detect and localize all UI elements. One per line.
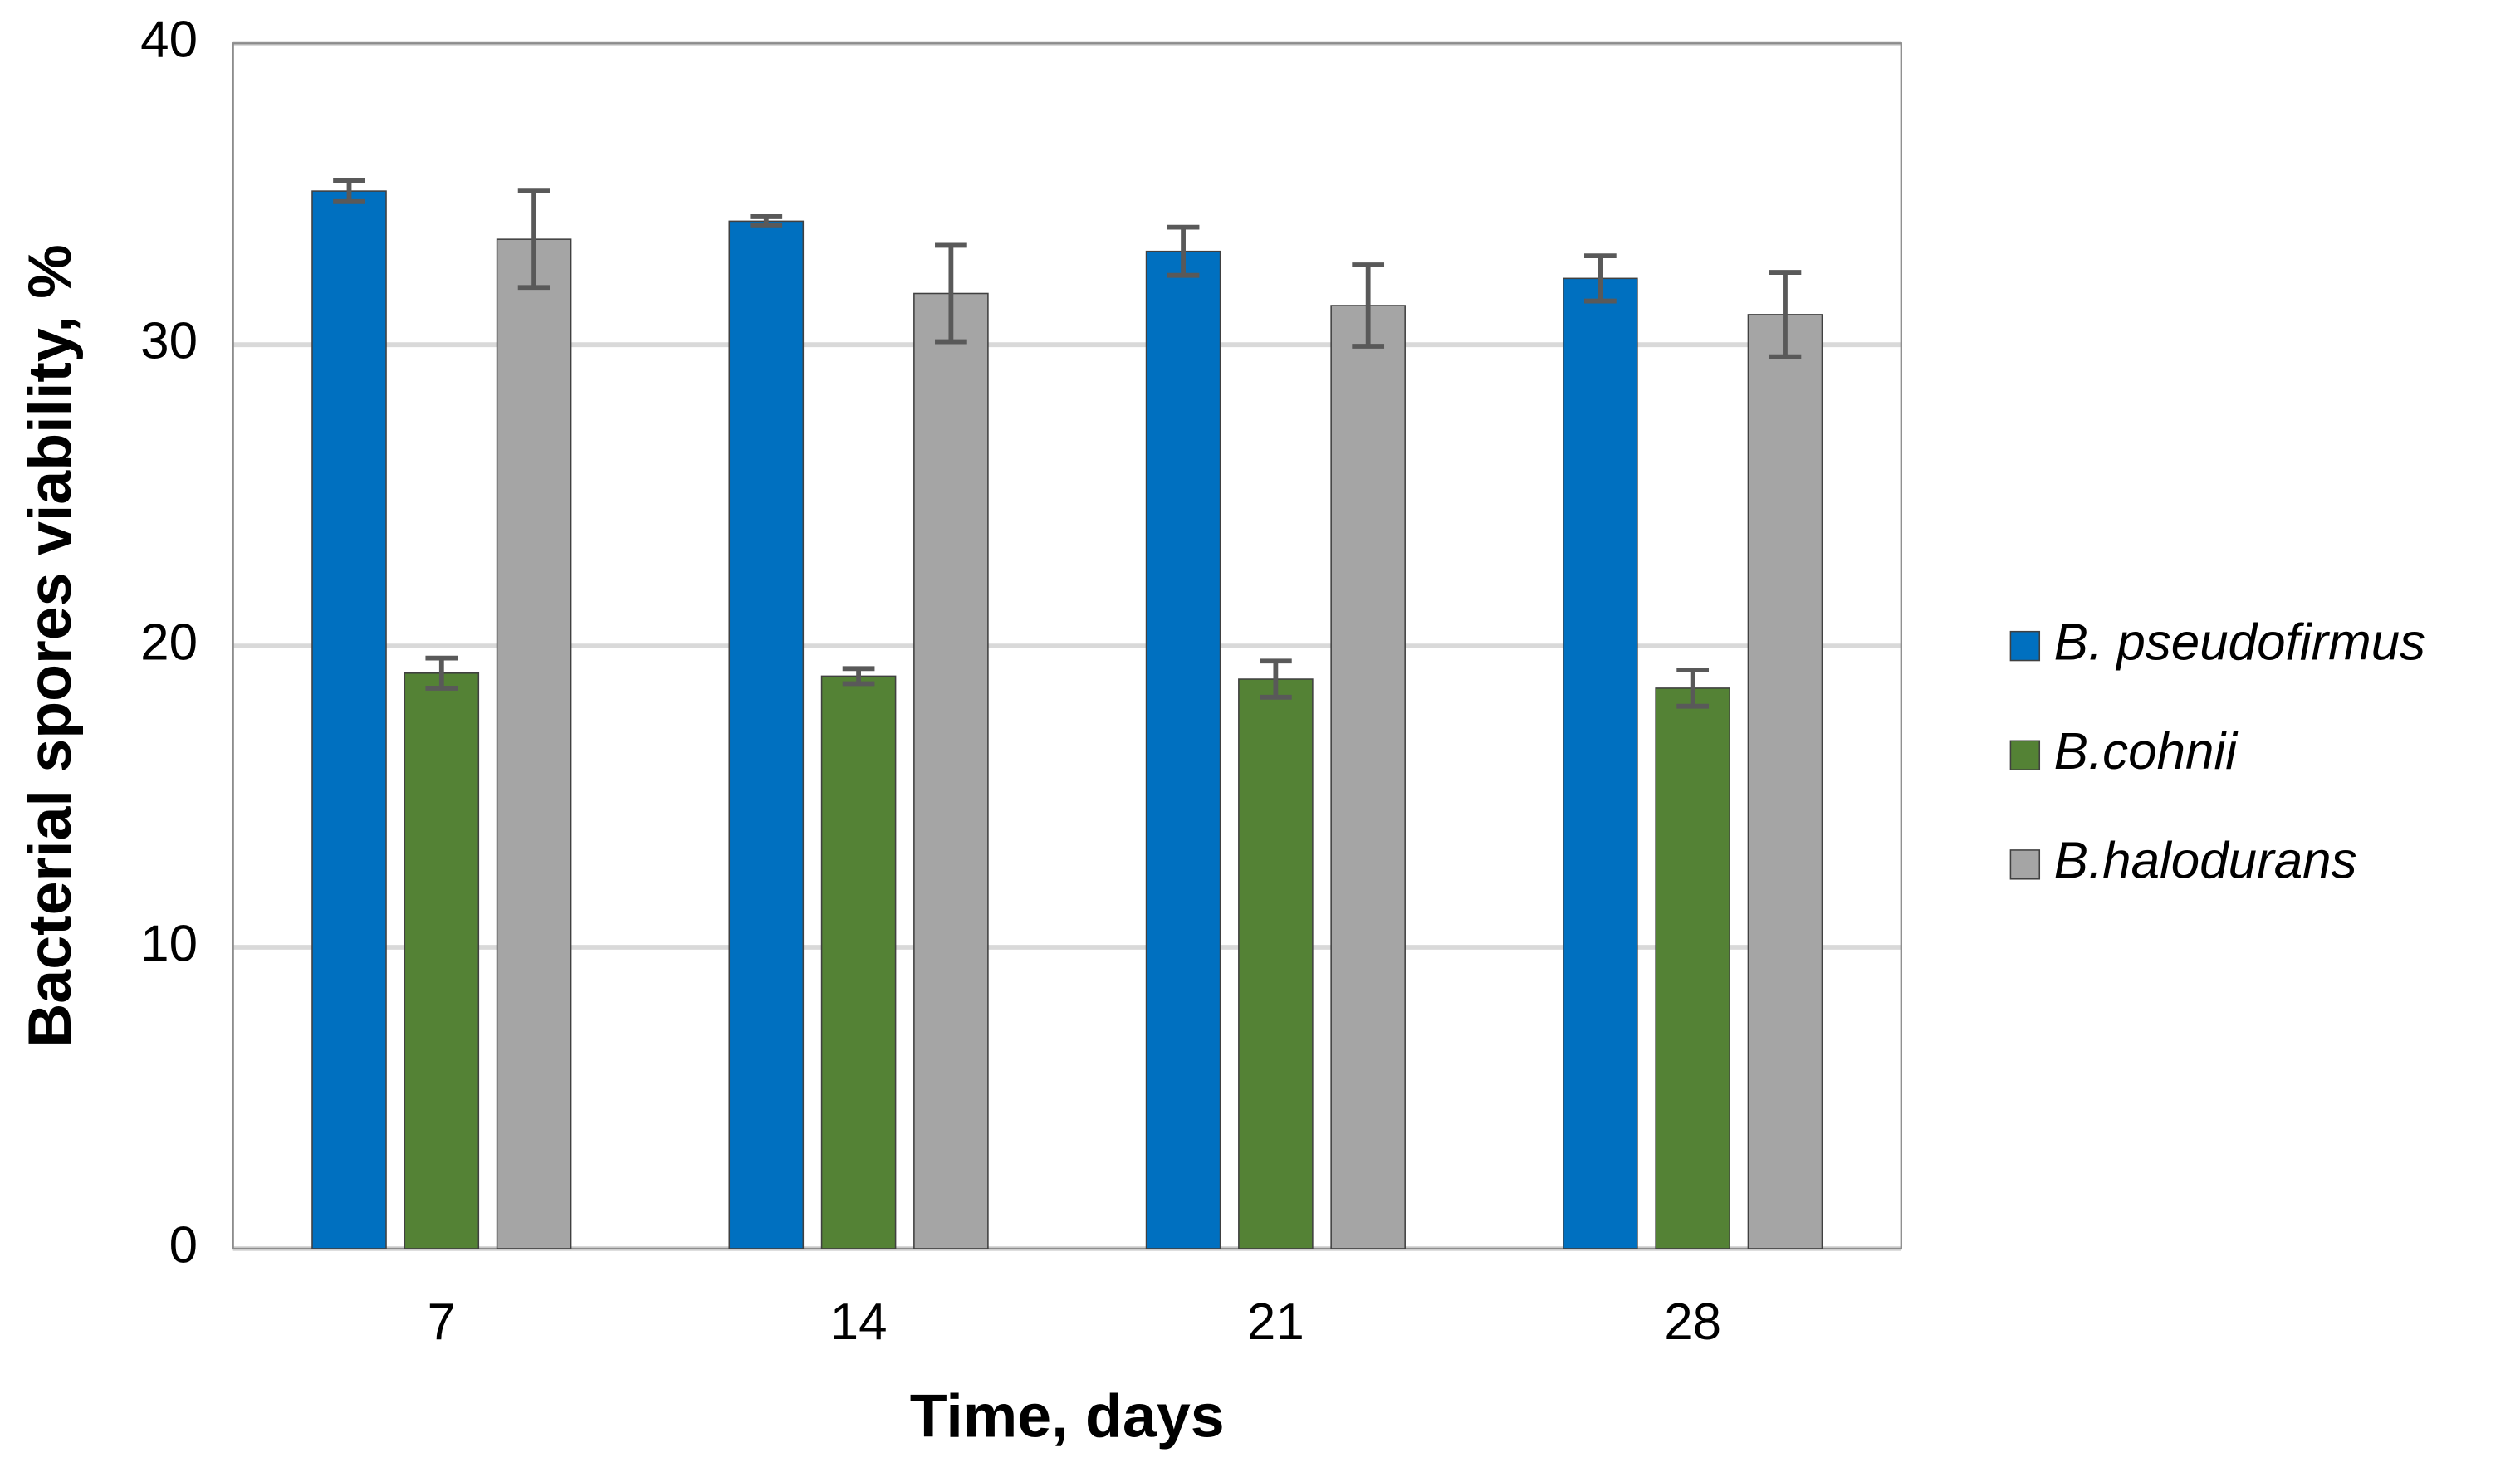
error-bar — [750, 214, 783, 228]
bar — [1563, 277, 1638, 1249]
y-tick-label: 10 — [140, 915, 198, 972]
bar — [1330, 305, 1406, 1249]
error-bar — [1260, 658, 1292, 700]
legend-swatch — [2009, 740, 2041, 770]
x-tick-label: 14 — [830, 1294, 888, 1351]
legend-label: B. pseudofirmus — [2054, 614, 2425, 671]
x-axis-title: Time, days — [910, 1381, 1225, 1450]
legend-swatch — [2009, 849, 2041, 880]
bar — [1238, 678, 1314, 1249]
error-bar — [425, 655, 458, 691]
error-bar — [333, 178, 365, 204]
y-tick-label: 40 — [140, 12, 198, 69]
bar — [728, 220, 805, 1249]
error-bar — [1676, 668, 1710, 709]
y-tick-label: 0 — [169, 1216, 198, 1274]
bar — [1145, 250, 1221, 1249]
x-tick-label: 21 — [1247, 1294, 1304, 1351]
y-tick-label: 30 — [140, 313, 198, 370]
legend-label: B.halodurans — [2054, 833, 2357, 890]
plot-border — [232, 42, 1902, 1250]
bar — [496, 238, 572, 1249]
error-bar — [842, 666, 875, 687]
y-tick-label: 20 — [140, 614, 198, 671]
x-tick-label: 28 — [1664, 1294, 1721, 1351]
legend-swatch — [2009, 630, 2041, 662]
bar — [404, 672, 480, 1249]
bar — [820, 675, 897, 1249]
bar — [913, 292, 989, 1249]
y-axis-title: Bacterial spores viability, % — [15, 244, 84, 1047]
bar — [311, 190, 387, 1249]
x-tick-label: 7 — [428, 1294, 456, 1351]
error-bar — [1769, 270, 1802, 359]
bar — [1655, 687, 1730, 1249]
error-bar — [935, 242, 967, 345]
legend-label: B.cohnii — [2054, 723, 2239, 780]
error-bar — [1584, 253, 1617, 304]
error-bar — [1167, 224, 1200, 278]
error-bar — [1352, 262, 1385, 349]
error-bar — [517, 188, 550, 291]
bar — [1747, 314, 1823, 1249]
